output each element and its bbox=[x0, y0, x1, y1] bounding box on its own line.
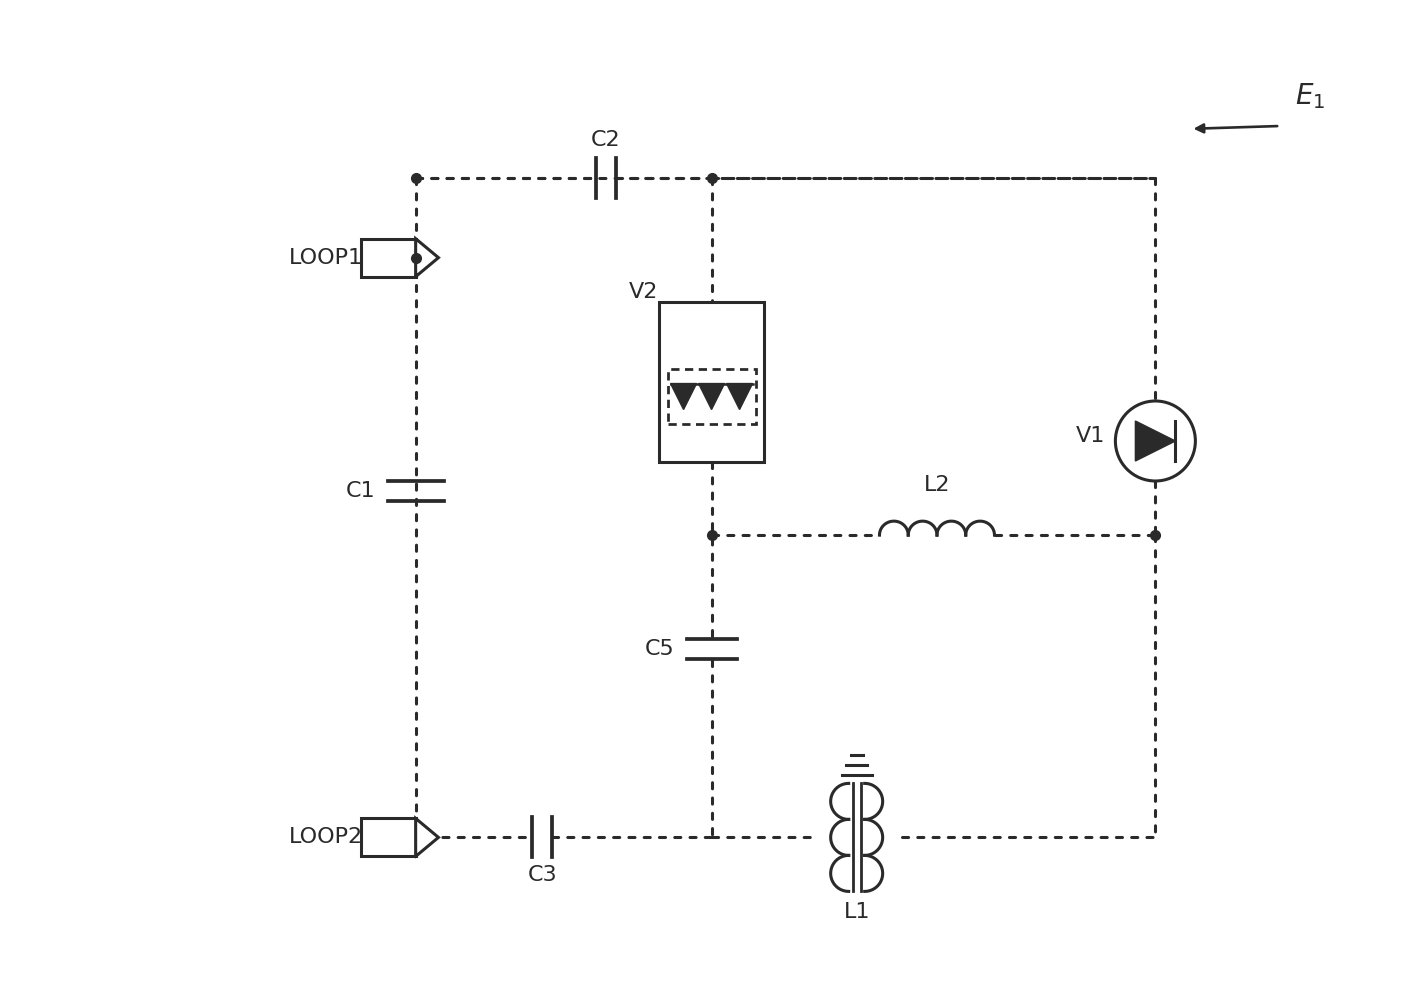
Bar bbox=[668, 369, 755, 424]
Text: C5: C5 bbox=[645, 639, 675, 659]
Polygon shape bbox=[727, 384, 752, 409]
Polygon shape bbox=[1136, 421, 1175, 461]
Text: V2: V2 bbox=[628, 281, 658, 301]
Text: LOOP1: LOOP1 bbox=[289, 248, 362, 268]
Polygon shape bbox=[416, 819, 438, 856]
Text: C3: C3 bbox=[527, 865, 558, 885]
Text: L1: L1 bbox=[844, 903, 869, 923]
Text: V1: V1 bbox=[1075, 426, 1105, 446]
Text: C1: C1 bbox=[345, 481, 375, 500]
Text: L2: L2 bbox=[924, 475, 950, 496]
Text: LOOP2: LOOP2 bbox=[289, 827, 362, 847]
Bar bbox=[361, 239, 416, 276]
Polygon shape bbox=[671, 384, 696, 409]
Bar bbox=[361, 819, 416, 856]
Polygon shape bbox=[699, 384, 724, 409]
Text: C2: C2 bbox=[590, 131, 621, 151]
Text: $E_1$: $E_1$ bbox=[1295, 81, 1324, 111]
Polygon shape bbox=[416, 239, 438, 276]
Bar bbox=[659, 301, 764, 462]
